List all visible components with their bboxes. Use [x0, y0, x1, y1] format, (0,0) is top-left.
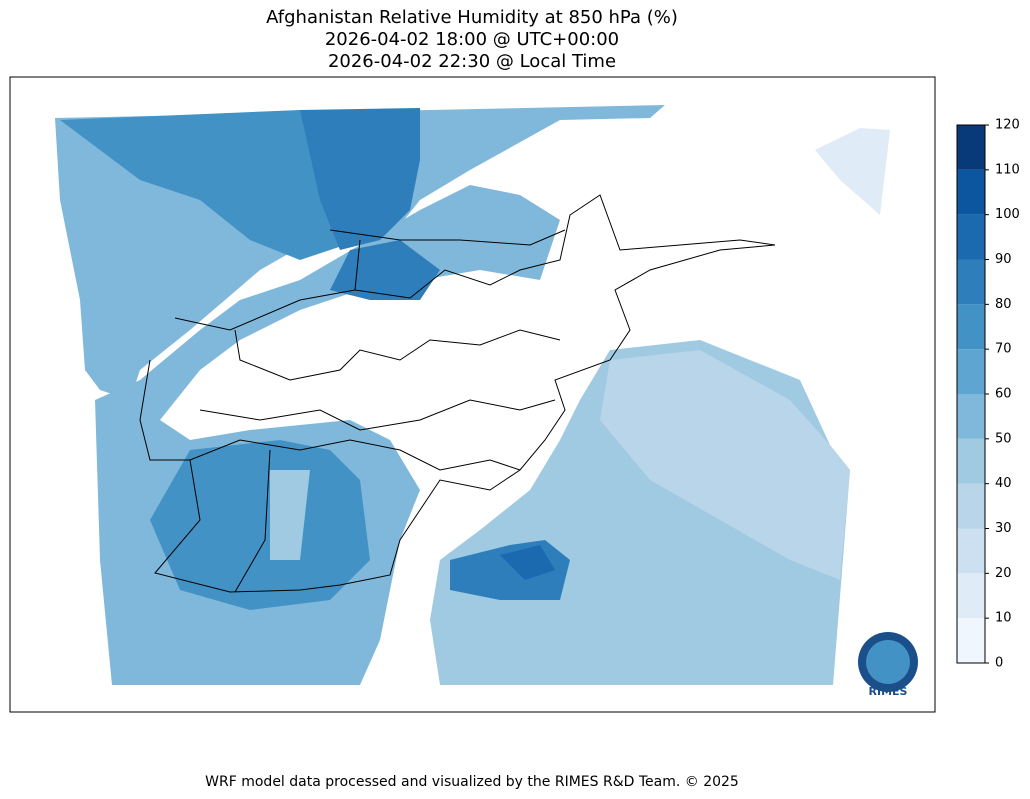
subtitle-utc: 2026-04-02 18:00 @ UTC+00:00	[325, 29, 619, 50]
colorbar-segment	[957, 214, 985, 260]
colorbar-tick-label: 80	[995, 297, 1012, 312]
subtitle-local: 2026-04-02 22:30 @ Local Time	[328, 51, 616, 72]
logo-emblem	[866, 640, 910, 684]
colorbar-tick-label: 40	[995, 476, 1012, 491]
map-frame	[9, 76, 936, 713]
colorbar-segment	[957, 259, 985, 305]
colorbar-tick-label: 60	[995, 387, 1012, 402]
colorbar-tick-label: 50	[995, 431, 1012, 446]
colorbar-segment	[957, 169, 985, 215]
province-border	[329, 229, 566, 246]
colorbar-segment	[957, 125, 985, 170]
colorbar-tick-label: 0	[995, 656, 1003, 671]
colorbar-segment	[957, 304, 985, 350]
province-border	[234, 449, 271, 593]
country-border	[139, 194, 776, 593]
humidity-field-high	[150, 440, 370, 610]
colorbar-segment	[957, 438, 985, 484]
colorbar-tick-label: 30	[995, 521, 1012, 536]
province-border	[234, 329, 561, 381]
colorbar-tick-label: 70	[995, 342, 1012, 357]
humidity-field	[600, 350, 850, 580]
colorbar-segment	[957, 528, 985, 574]
humidity-field-high	[330, 240, 440, 300]
colorbar-tick-label: 110	[995, 162, 1020, 177]
borders	[139, 194, 776, 593]
title: Afghanistan Relative Humidity at 850 hPa…	[266, 7, 678, 28]
colorbar-segment	[957, 573, 985, 619]
colorbar-segment	[957, 349, 985, 394]
colorbar-tick-label: 10	[995, 611, 1012, 626]
footer: WRF model data processed and visualized …	[205, 774, 739, 790]
colorbar-segment	[957, 483, 985, 529]
colorbar-tick-label: 100	[995, 207, 1020, 222]
map	[55, 105, 890, 685]
colorbar-segment	[957, 394, 985, 439]
humidity-field	[815, 128, 890, 215]
colorbar-tick-label: 120	[995, 118, 1020, 133]
province-border	[199, 399, 556, 431]
colorbar-tick-label: 90	[995, 252, 1012, 267]
humidity-field-low	[270, 470, 310, 560]
humidity-field-high	[500, 545, 555, 580]
province-border	[189, 439, 521, 471]
logo-label: RIMES	[869, 685, 908, 698]
province-border	[354, 239, 361, 291]
colorbar-tick-label: 20	[995, 566, 1012, 581]
logo: RIMES	[858, 632, 918, 698]
colorbar-segment	[957, 618, 985, 663]
humidity-field-high	[300, 108, 420, 250]
